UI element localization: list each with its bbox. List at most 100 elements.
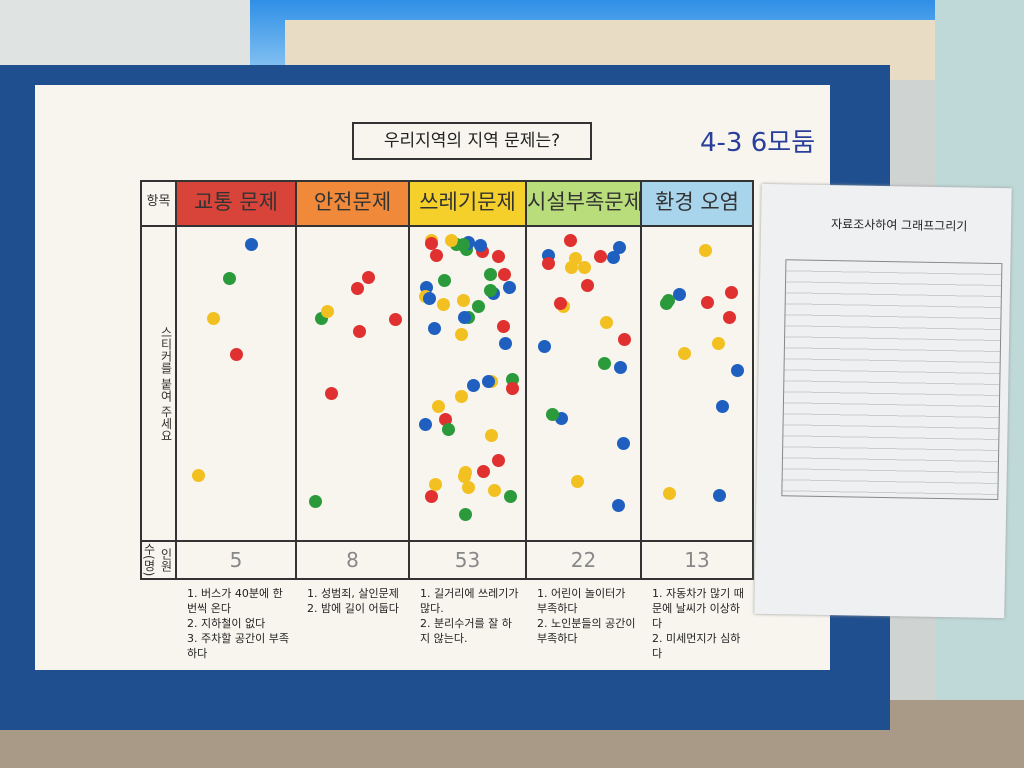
sticker	[473, 238, 487, 252]
sticker	[713, 488, 727, 502]
sticker	[481, 374, 495, 388]
sticker	[230, 347, 244, 361]
sticker	[554, 297, 568, 311]
sticker	[192, 468, 206, 482]
column-header: 안전문제	[295, 180, 410, 227]
sticker	[546, 407, 560, 421]
sticker	[701, 295, 715, 309]
sticker	[498, 337, 512, 351]
notes: 1. 성범죄, 살인문제 2. 밤에 길이 어둡다	[307, 586, 404, 616]
note: 1. 길거리에 쓰레기가 많다.	[420, 587, 519, 615]
note: 2. 미세먼지가 심하다	[652, 632, 741, 660]
sticker	[618, 333, 632, 347]
row-label: 스티커를 붙여 주세요	[140, 225, 177, 542]
sticker	[563, 233, 577, 247]
sticker	[458, 507, 472, 521]
sticker	[324, 386, 338, 400]
poster-title: 우리지역의 지역 문제는?	[352, 122, 592, 160]
sticker-area	[640, 225, 754, 542]
window-frame	[0, 0, 250, 70]
sticker	[673, 287, 687, 301]
note: 2. 밤에 길이 어둡다	[307, 602, 399, 615]
sticker	[617, 436, 631, 450]
group-label: 4-3 6모둠	[700, 128, 816, 158]
note: 2. 노인분들의 공간이 부족하다	[537, 617, 636, 645]
notes: 1. 자동차가 많기 때문에 날씨가 이상하다 2. 미세먼지가 심하다	[652, 586, 748, 661]
sticker	[425, 489, 439, 503]
sticker	[427, 322, 441, 336]
sticker	[462, 480, 476, 494]
sticker	[565, 260, 579, 274]
note: 3. 주차할 공간이 부족하다	[187, 632, 289, 660]
sticker	[351, 282, 365, 296]
sticker	[491, 453, 505, 467]
sticker	[352, 324, 366, 338]
sticker	[506, 381, 520, 395]
column-header: 교통 문제	[175, 180, 297, 227]
sticker-area	[295, 225, 410, 542]
sticker	[454, 327, 468, 341]
sticker	[496, 319, 510, 333]
sticker	[418, 418, 432, 432]
sticker	[445, 234, 459, 248]
sticker	[504, 489, 518, 503]
sticker	[661, 294, 675, 308]
sticker	[613, 360, 627, 374]
sticker	[467, 379, 481, 393]
sticker	[458, 310, 472, 324]
sticker	[542, 256, 556, 270]
sticker	[722, 311, 736, 325]
sticker	[488, 484, 502, 498]
sticker	[599, 315, 613, 329]
sticker	[483, 284, 497, 298]
sticker	[438, 274, 452, 288]
sticker	[613, 240, 627, 254]
sticker	[491, 249, 505, 263]
count: 53	[408, 540, 527, 580]
header-label: 항목	[140, 180, 177, 227]
sticker-area	[525, 225, 642, 542]
sticker	[716, 399, 730, 413]
sticker	[503, 281, 516, 294]
sticker	[457, 237, 471, 251]
sticker	[724, 285, 738, 299]
sticker-area	[408, 225, 527, 542]
sticker	[457, 293, 471, 307]
sticker	[362, 271, 376, 284]
note: 2. 분리수거를 잘 하지 않는다.	[420, 617, 512, 645]
sticker	[483, 268, 497, 281]
worksheet-title: 자료조사하여 그래프그리기	[830, 217, 968, 234]
sticker	[580, 278, 594, 292]
sticker	[422, 291, 436, 305]
sticker	[207, 311, 221, 325]
sticker	[730, 364, 744, 378]
count: 13	[640, 540, 754, 580]
sticker	[457, 470, 471, 484]
count: 22	[525, 540, 642, 580]
sticker	[431, 399, 445, 413]
sticker	[245, 237, 259, 251]
notes: 1. 버스가 40분에 한 번씩 온다 2. 지하철이 없다 3. 주차할 공간이 …	[187, 586, 291, 661]
sticker	[597, 357, 611, 371]
note: 1. 어린이 놀이터가 부족하다	[537, 587, 626, 615]
sticker	[425, 236, 439, 250]
sticker	[430, 249, 444, 263]
sticker	[309, 495, 323, 509]
sticker	[607, 251, 621, 265]
worksheet: 자료조사하여 그래프그리기	[754, 183, 1012, 619]
sticker	[222, 271, 236, 285]
sticker	[476, 464, 490, 478]
sticker	[454, 389, 468, 403]
sticker	[571, 475, 585, 489]
count: 8	[295, 540, 410, 580]
sticker	[678, 346, 692, 360]
sticker	[437, 298, 451, 312]
sticker	[537, 340, 551, 354]
sticker	[699, 244, 713, 258]
note: 2. 지하철이 없다	[187, 617, 266, 630]
sticker	[612, 499, 626, 513]
sticker	[577, 260, 591, 274]
sticker	[442, 422, 456, 436]
sticker	[471, 300, 485, 314]
